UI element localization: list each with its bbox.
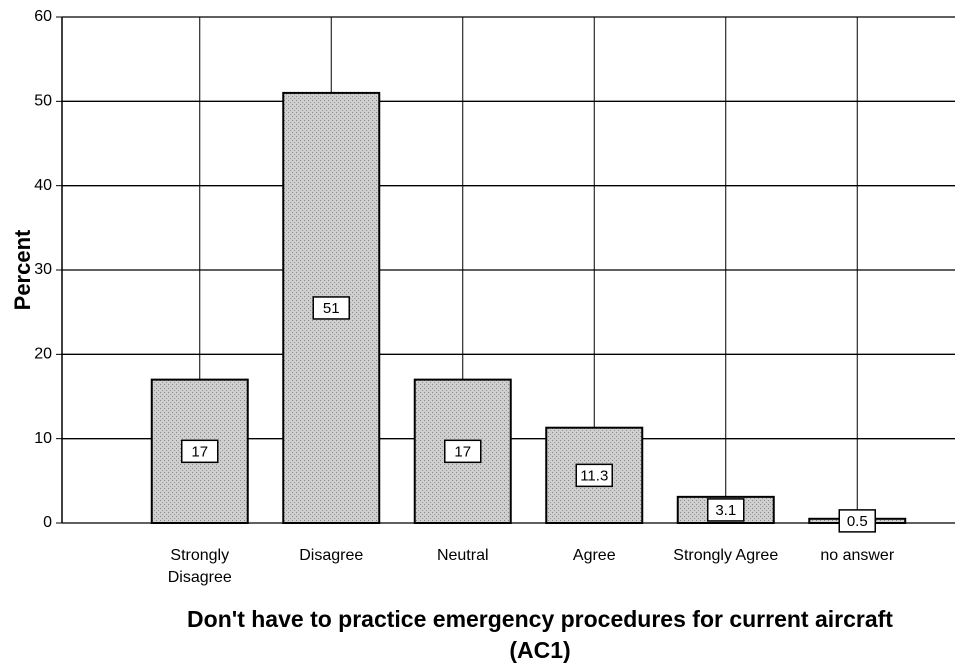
value-label-box <box>575 463 613 488</box>
x-tick-label: no answer <box>820 547 895 564</box>
y-tick-label: 20 <box>34 346 52 363</box>
value-label-box <box>444 439 482 464</box>
value-label-box <box>707 498 745 522</box>
value-label: 3.1 <box>715 502 736 519</box>
y-tick-label: 10 <box>34 430 52 447</box>
x-tick-label: Strongly Agree <box>673 547 779 564</box>
value-label: 0.5 <box>847 513 868 530</box>
value-label-box <box>838 509 876 533</box>
value-label: 11.3 <box>580 467 608 484</box>
value-label-box <box>312 296 350 320</box>
y-tick-label: 30 <box>34 261 52 278</box>
x-tick-label: Strongly Disagree <box>167 547 232 586</box>
value-label: 51 <box>323 300 340 317</box>
value-label-box <box>181 439 219 464</box>
x-axis-label: Don't have to practice emergency procedu… <box>187 606 893 663</box>
x-tick-label: Agree <box>572 547 616 564</box>
value-label: 17 <box>191 443 208 460</box>
x-tick-label: Disagree <box>299 547 364 564</box>
y-tick-label: 50 <box>34 93 52 110</box>
y-tick-label: 40 <box>34 177 52 194</box>
y-axis-label: Percent <box>10 229 35 310</box>
y-tick-label: 0 <box>43 514 52 531</box>
y-tick-label: 60 <box>34 8 52 25</box>
value-label: 17 <box>454 443 471 460</box>
x-tick-label: Neutral <box>436 547 489 564</box>
